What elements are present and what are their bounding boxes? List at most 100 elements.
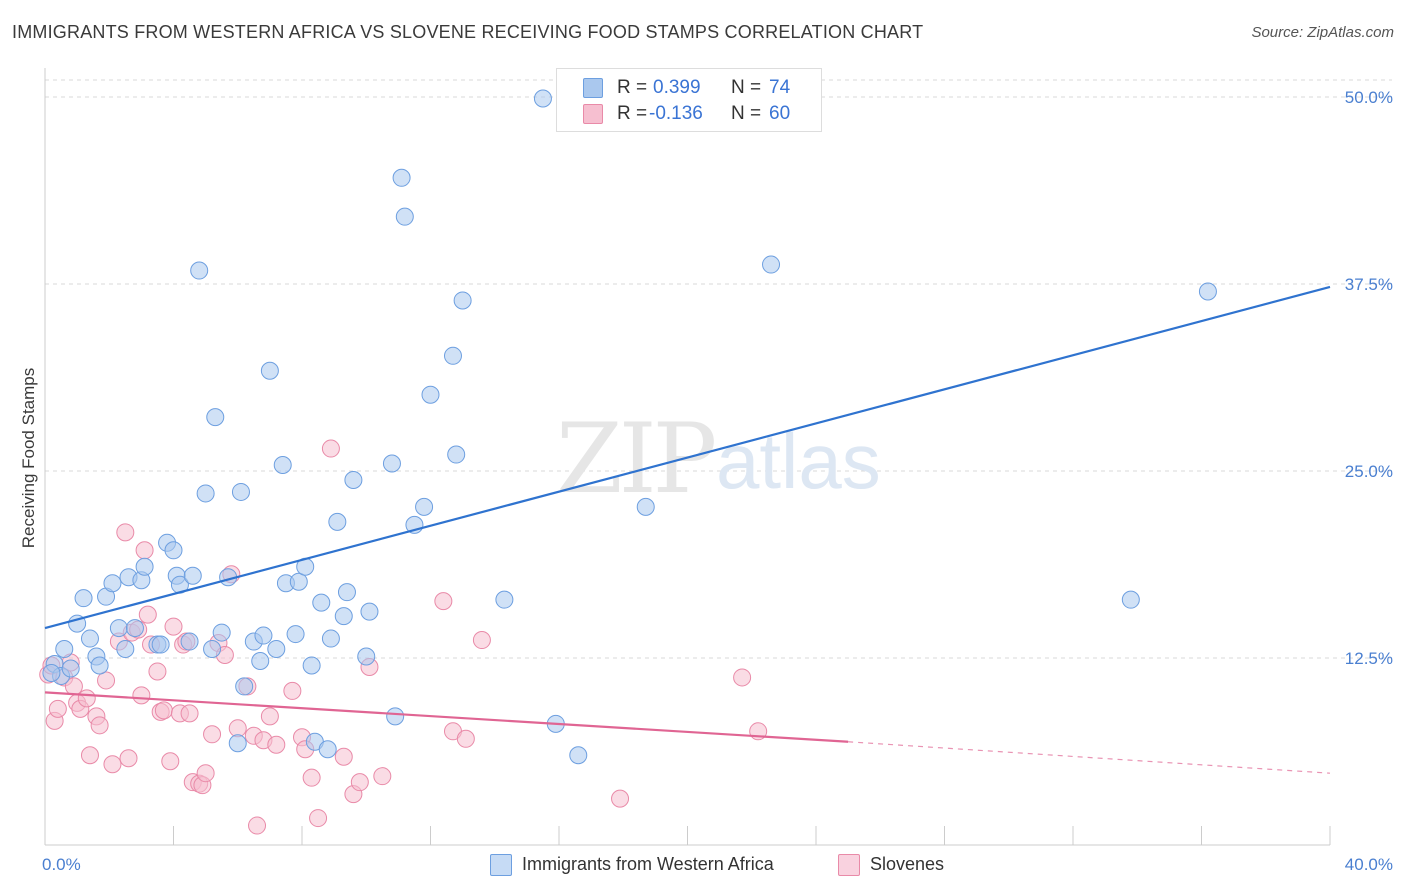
x-tick-label-min: 0.0%: [42, 855, 81, 874]
data-point-slovenes: [161, 752, 180, 771]
data-point-immigrants: [1198, 282, 1217, 301]
data-point-immigrants: [415, 497, 434, 516]
data-point-immigrants: [235, 677, 254, 696]
data-point-slovenes: [283, 681, 302, 700]
data-point-slovenes: [196, 764, 215, 783]
stats-blue-r-value: 0.399: [653, 77, 701, 98]
data-point-slovenes: [611, 789, 630, 808]
data-point-slovenes: [90, 716, 109, 735]
data-point-slovenes: [434, 592, 453, 611]
data-point-immigrants: [321, 629, 340, 648]
data-point-slovenes: [302, 768, 321, 787]
data-point-slovenes: [119, 749, 138, 768]
data-point-immigrants: [421, 385, 440, 404]
data-point-slovenes: [97, 671, 116, 690]
data-point-immigrants: [206, 408, 225, 427]
data-point-immigrants: [135, 557, 154, 576]
data-point-immigrants: [382, 454, 401, 473]
axes: [44, 68, 1331, 846]
chart-title: IMMIGRANTS FROM WESTERN AFRICA VS SLOVEN…: [12, 22, 924, 42]
y-tick-label: 25.0%: [1345, 462, 1393, 481]
data-point-immigrants: [453, 291, 472, 310]
stats-blue-r-label: R =: [617, 77, 648, 98]
data-point-immigrants: [55, 640, 74, 659]
y-tick-label: 12.5%: [1345, 649, 1393, 668]
data-point-slovenes: [164, 617, 183, 636]
data-point-slovenes: [373, 767, 392, 786]
data-point-immigrants: [357, 647, 376, 666]
data-point-immigrants: [80, 629, 99, 648]
data-point-slovenes: [309, 809, 328, 828]
series-immigrants-western-africa: [42, 89, 1217, 765]
legend-pink-label: Slovenes: [870, 854, 945, 874]
data-point-immigrants: [302, 656, 321, 675]
stats-pink-n-value: 60: [769, 103, 791, 124]
data-point-immigrants: [1121, 590, 1140, 609]
chart-source: Source: ZipAtlas.com: [1251, 24, 1394, 41]
y-tick-label: 50.0%: [1345, 88, 1393, 107]
data-point-immigrants: [447, 445, 466, 464]
stats-pink-r-value: -0.136: [649, 103, 703, 124]
legend-pink-swatch: [838, 854, 860, 876]
data-point-slovenes: [148, 662, 167, 681]
data-point-slovenes: [80, 746, 99, 765]
watermark: ZIP atlas: [556, 403, 881, 515]
data-point-immigrants: [74, 589, 93, 608]
legend-blue-label: Immigrants from Western Africa: [522, 854, 774, 874]
y-tick-label: 37.5%: [1345, 275, 1393, 294]
data-point-immigrants: [386, 707, 405, 726]
pink-swatch: [583, 104, 603, 124]
watermark-atlas: atlas: [716, 417, 881, 505]
y-axis-title: Receiving Food Stamps: [19, 368, 38, 548]
data-point-immigrants: [183, 566, 202, 585]
data-point-slovenes: [116, 523, 135, 542]
data-point-immigrants: [164, 541, 183, 560]
data-point-immigrants: [286, 625, 305, 644]
data-point-slovenes: [472, 631, 491, 650]
data-point-immigrants: [61, 659, 80, 678]
watermark-zip: ZIP: [556, 403, 715, 515]
stats-blue-n-label: N =: [731, 77, 762, 98]
data-point-immigrants: [103, 574, 122, 593]
data-point-immigrants: [203, 640, 222, 659]
data-point-slovenes: [248, 816, 267, 835]
data-point-slovenes: [138, 605, 157, 624]
trend-line-immigrants: [44, 285, 1331, 630]
data-point-immigrants: [267, 640, 286, 659]
data-point-slovenes: [132, 686, 151, 705]
axis-labels: 12.5% 25.0% 37.5% 50.0% 0.0% 40.0% Receiving F…: [19, 88, 1393, 874]
data-point-immigrants: [251, 651, 270, 670]
data-point-immigrants: [360, 602, 379, 621]
stats-pink-n-label: N =: [731, 103, 762, 124]
data-point-immigrants: [495, 590, 514, 609]
data-point-immigrants: [312, 593, 331, 612]
data-point-immigrants: [260, 361, 279, 380]
data-point-slovenes: [48, 699, 67, 718]
data-point-immigrants: [334, 607, 353, 626]
data-point-immigrants: [231, 482, 250, 501]
stats-pink-r-label: R =: [617, 103, 648, 124]
correlation-stats-box: R = 0.399 N = 74 R = -0.136 N = 60: [556, 68, 822, 132]
data-point-slovenes: [203, 725, 222, 744]
trend-lines: [44, 285, 1331, 774]
data-point-slovenes: [260, 707, 279, 726]
data-point-immigrants: [180, 632, 199, 651]
data-point-slovenes: [228, 719, 247, 738]
gridlines: [45, 79, 1392, 659]
data-point-slovenes: [456, 729, 475, 748]
data-point-immigrants: [569, 746, 588, 765]
data-point-slovenes: [321, 439, 340, 458]
data-point-immigrants: [395, 207, 414, 226]
data-point-slovenes: [334, 747, 353, 766]
data-point-immigrants: [151, 635, 170, 654]
data-point-immigrants: [228, 734, 247, 753]
data-point-slovenes: [135, 541, 154, 560]
data-point-slovenes: [154, 701, 173, 720]
data-point-immigrants: [443, 346, 462, 365]
data-point-slovenes: [733, 668, 752, 687]
data-point-immigrants: [125, 619, 144, 638]
data-point-immigrants: [190, 261, 209, 280]
data-point-immigrants: [636, 497, 655, 516]
data-point-immigrants: [90, 656, 109, 675]
